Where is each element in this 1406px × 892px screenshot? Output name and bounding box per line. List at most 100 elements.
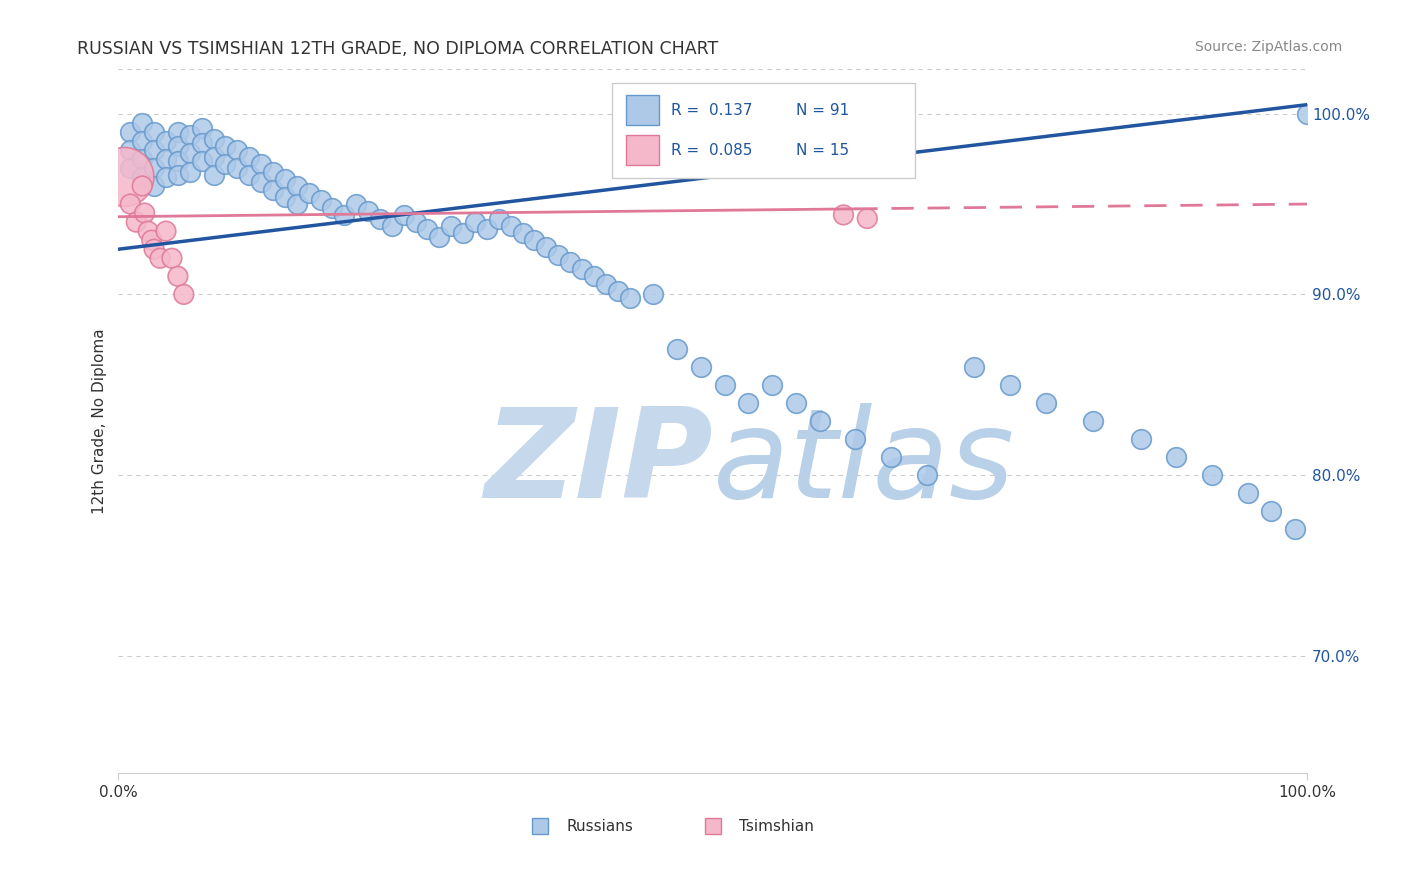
Point [475,222,498,236]
Point [190,136,212,150]
Point [285,178,308,193]
Point [167,269,190,284]
Point [131,116,153,130]
Point [179,164,201,178]
Point [547,247,569,261]
Point [1201,468,1223,483]
Point [167,125,190,139]
Point [571,262,593,277]
Point [963,359,986,374]
Point [1260,504,1282,518]
Point [179,128,201,143]
Point [190,153,212,168]
Point [416,222,439,236]
Point [112,169,135,184]
Point [357,204,380,219]
Point [499,219,522,233]
Point [141,233,163,247]
Point [250,157,273,171]
Point [238,150,260,164]
Point [120,197,142,211]
Point [381,219,404,233]
Point [155,169,177,184]
Point [155,152,177,166]
Point [1081,414,1104,428]
Point [761,377,783,392]
Point [131,152,153,166]
Point [606,284,628,298]
Point [440,219,463,233]
Point [202,132,225,146]
Point [464,215,486,229]
Text: atlas: atlas [713,402,1015,524]
Point [368,211,391,226]
Point [226,161,249,175]
Point [392,208,415,222]
Point [131,178,153,193]
Point [167,168,190,182]
Point [167,139,190,153]
Point [405,215,427,229]
Point [120,125,142,139]
Text: Source: ZipAtlas.com: Source: ZipAtlas.com [1195,40,1343,54]
Point [131,169,153,184]
Point [427,229,450,244]
Point [915,468,938,483]
Point [536,240,558,254]
Point [558,255,581,269]
Point [238,168,260,182]
Y-axis label: 12th Grade, No Diploma: 12th Grade, No Diploma [93,328,107,514]
Point [1284,522,1306,536]
Bar [626,136,659,165]
Point [214,157,236,171]
Point [344,197,367,211]
Point [143,125,166,139]
Point [451,226,474,240]
Point [689,359,711,374]
Point [285,197,308,211]
Point [120,143,142,157]
Point [160,252,183,266]
Point [832,208,855,222]
Point [190,121,212,136]
Text: R =  0.085: R = 0.085 [671,144,752,159]
Point [202,150,225,164]
Text: N = 91: N = 91 [796,103,849,118]
FancyBboxPatch shape [612,83,915,178]
Point [856,211,879,226]
Point [321,201,343,215]
Text: ZIP: ZIP [484,402,713,524]
Text: R =  0.137: R = 0.137 [671,103,752,118]
Text: RUSSIAN VS TSIMSHIAN 12TH GRADE, NO DIPLOMA CORRELATION CHART: RUSSIAN VS TSIMSHIAN 12TH GRADE, NO DIPL… [77,40,718,58]
Point [143,161,166,175]
Point [512,226,534,240]
Point [666,342,689,356]
Point [155,224,177,238]
Point [173,287,195,301]
Point [167,153,190,168]
Point [1035,396,1057,410]
Point [595,277,617,291]
Point [488,211,510,226]
Text: Tsimshian: Tsimshian [740,819,814,834]
Point [202,168,225,182]
Point [214,139,236,153]
Point [136,224,159,238]
Text: N = 15: N = 15 [796,144,849,159]
Point [1166,450,1188,464]
Point [880,450,903,464]
Point [1129,432,1152,446]
Point [844,432,866,446]
Point [737,396,759,410]
Point [143,143,166,157]
Point [131,134,153,148]
Point [143,242,166,256]
Point [262,164,284,178]
Point [619,291,641,305]
Point [226,143,249,157]
Point [523,233,546,247]
Point [643,287,665,301]
Point [785,396,807,410]
Point [149,252,172,266]
Point [120,161,142,175]
